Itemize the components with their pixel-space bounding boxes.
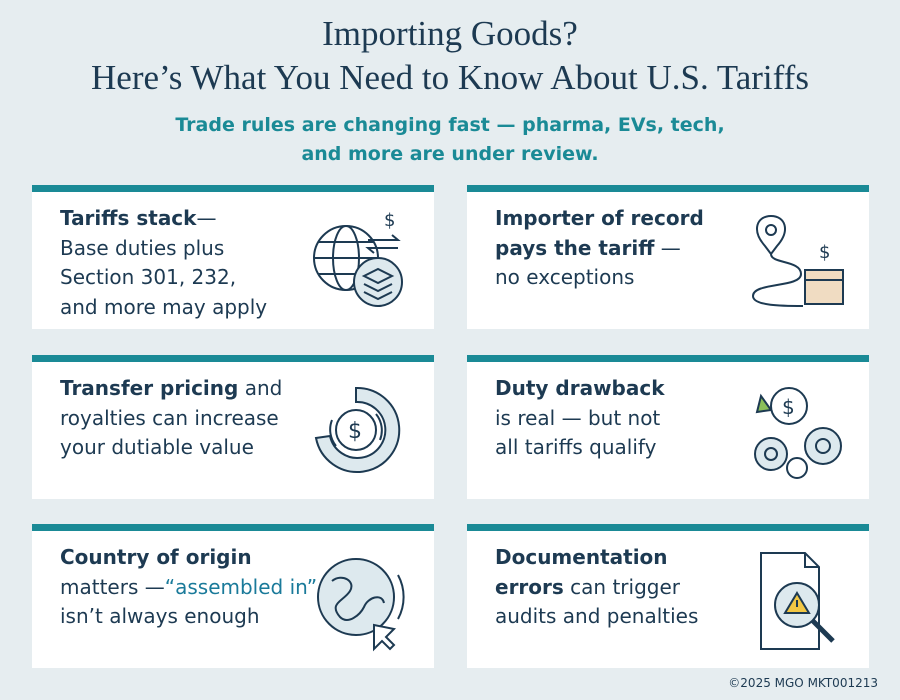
text-line: Section 301, 232, <box>60 263 267 293</box>
text-span: is real — but not <box>495 405 661 430</box>
card: Documentation errors can trigger audits an… <box>467 524 869 668</box>
text-line: Country of origin <box>60 543 317 573</box>
text-span: no exceptions <box>495 265 635 289</box>
subtitle: Trade rules are changing fast — pharma, … <box>175 114 725 136</box>
text-line: Tariffs stack— <box>60 204 267 234</box>
text-line: Importer of record <box>495 204 704 234</box>
text-span: Importer of record <box>495 206 704 230</box>
text-span: errors <box>495 574 564 599</box>
text-span: Transfer pricing <box>60 376 239 400</box>
text-line: pays the tariff — <box>495 234 704 264</box>
text-span: — <box>654 235 681 260</box>
text-span: Country of origin <box>60 545 252 569</box>
text-span: matters — <box>60 574 165 599</box>
text-span: can trigger <box>563 574 680 599</box>
text-line: Base duties plus <box>60 234 267 264</box>
text-line: matters —“assembled in” <box>60 573 317 603</box>
text-line: is real — but not <box>495 404 665 434</box>
icon-earth <box>317 558 405 652</box>
text-line: errors can trigger <box>495 573 698 603</box>
text-span: your dutiable value <box>60 435 254 459</box>
card: Tariffs stack— Base duties plus Section 30… <box>32 185 434 329</box>
text-span: isn’t always enough <box>60 604 260 628</box>
text-span: Section 301, 232, <box>60 265 237 289</box>
text-span: Tariffs stack <box>60 206 197 230</box>
text-line: no exceptions <box>495 263 704 293</box>
text-span: pays the tariff <box>495 235 655 260</box>
text-span: — <box>196 206 217 230</box>
card-text: Transfer pricing and royalties can increa… <box>60 374 282 463</box>
text-span: Duty drawback <box>495 376 665 400</box>
icon-route: $ <box>751 214 844 307</box>
svg-text:$: $ <box>348 419 362 444</box>
text-span: “assembled in” <box>164 574 318 599</box>
subtitle: and more are under review. <box>301 143 599 165</box>
icon-document <box>760 552 835 650</box>
text-span: all tariffs qualify <box>495 435 657 459</box>
text-span: Base duties plus <box>60 235 225 260</box>
text-line: and more may apply <box>60 293 267 323</box>
svg-text:$: $ <box>782 395 795 419</box>
text-line: Documentation <box>495 543 698 573</box>
text-line: all tariffs qualify <box>495 433 665 463</box>
card: Country of origin matters —“assembled in”… <box>32 524 434 668</box>
footer: ©2025 MGO MKT001213 <box>728 676 878 690</box>
text-line: royalties can increase <box>60 404 282 434</box>
text-span: and more may apply <box>60 294 268 319</box>
title: Importing Goods? <box>322 14 578 53</box>
title: Here’s What You Need to Know About U.S. … <box>91 58 809 97</box>
text-line: Duty drawback <box>495 374 665 404</box>
card: Importer of record pays the tariff — no ex… <box>467 185 869 329</box>
text-line: audits and penalties <box>495 602 698 632</box>
svg-text:$: $ <box>384 210 395 231</box>
text-line: Transfer pricing and <box>60 374 282 404</box>
text-line: isn’t always enough <box>60 602 317 632</box>
card: Duty drawback is real — but not all tariff… <box>467 355 869 499</box>
svg-text:$: $ <box>819 242 830 263</box>
text-span: and <box>238 376 283 400</box>
icon-cycle: $ <box>314 386 401 473</box>
card-text: Duty drawback is real — but not all tariff… <box>495 374 665 463</box>
text-span: audits and penalties <box>495 604 699 628</box>
icon-globe: $ <box>313 210 403 307</box>
card-text: Documentation errors can trigger audits an… <box>495 543 698 632</box>
icon-gears: $ <box>754 387 842 479</box>
text-span: royalties can increase <box>60 405 279 430</box>
card: Transfer pricing and royalties can increa… <box>32 355 434 499</box>
text-line: your dutiable value <box>60 433 282 463</box>
text-span: Documentation <box>495 545 668 569</box>
card-text: Importer of record pays the tariff — no ex… <box>495 204 704 293</box>
card-text: Country of origin matters —“assembled in”… <box>60 543 317 632</box>
card-text: Tariffs stack— Base duties plus Section 30… <box>60 204 267 322</box>
